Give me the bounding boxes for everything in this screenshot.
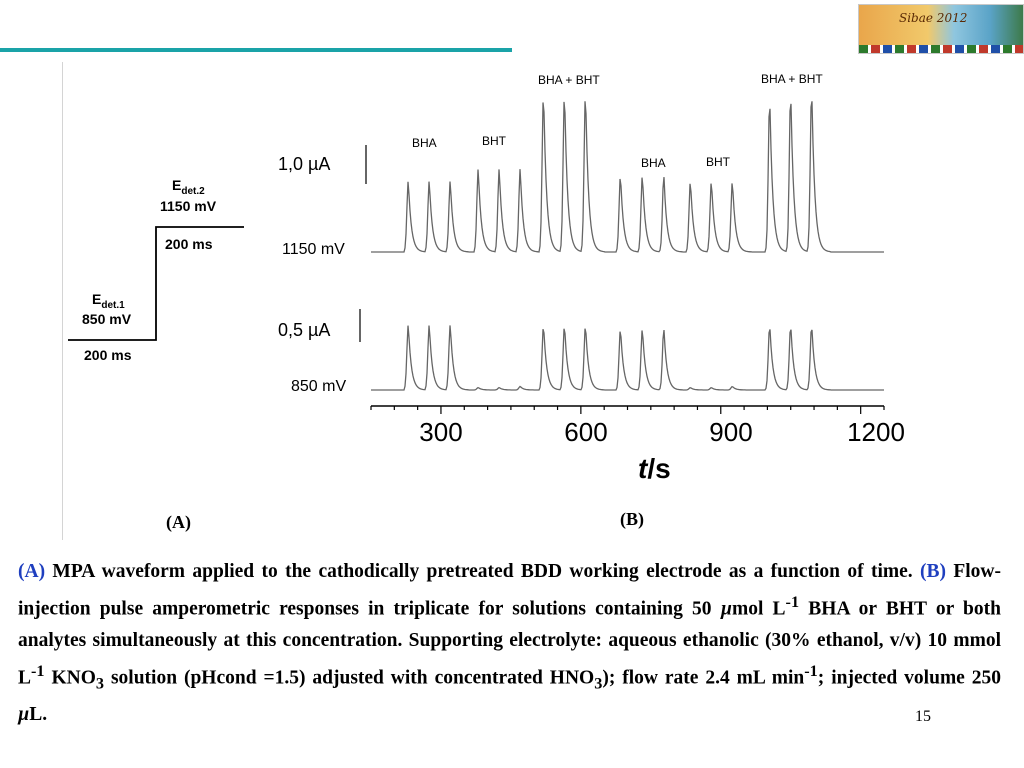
figure-caption: (A) MPA waveform applied to the cathodic…: [18, 556, 1001, 730]
caption-text: µ: [18, 703, 30, 725]
x-ticks: [370, 406, 885, 414]
caption-sub: 3: [594, 673, 603, 692]
xtick-label: 300: [419, 417, 462, 447]
xtick-label: 1200: [847, 417, 905, 447]
caption-sup: -1: [804, 661, 818, 680]
caption-sup: -1: [785, 593, 800, 611]
peak-label: BHA: [641, 156, 666, 170]
trace-upper-line: [371, 101, 884, 253]
caption-a-label: (A): [18, 561, 46, 582]
panel-a: Edet.2 1150 mV 200 ms Edet.1 850 mV 200 …: [68, 177, 244, 533]
waveform-line: [68, 226, 244, 341]
panel-b-label: (B): [620, 509, 644, 530]
peak-label: BHA: [412, 136, 437, 150]
caption-text: MPA waveform applied to the cathodically…: [45, 561, 920, 582]
peak-label: BHT: [706, 155, 731, 169]
t1-label: 200 ms: [84, 347, 132, 363]
caption-sub: 3: [95, 673, 105, 692]
edet1-label: Edet.1: [92, 291, 125, 311]
v1-label: 850 mV: [82, 311, 132, 327]
trace-upper-label: 1150 mV: [282, 241, 345, 258]
caption-text: KNO: [44, 667, 96, 688]
scale-lower-label: 0,5 µA: [278, 320, 330, 340]
caption-text: BHA or BHT or both analytes simultaneous…: [18, 598, 1001, 689]
caption-text: mol L: [731, 598, 786, 620]
peak-label: BHA + BHT: [538, 73, 600, 87]
caption-text: Flow-injection pulse amperometric respon…: [18, 561, 1002, 620]
caption-text: ; injected volume 250: [817, 667, 1002, 688]
panel-a-label: (A): [166, 512, 191, 533]
xtick-label: 900: [709, 417, 752, 447]
scale-upper-label: 1,0 µA: [278, 154, 330, 174]
caption-sup: -1: [31, 661, 45, 680]
caption-text: ); flow rate 2.4 mL min: [602, 667, 805, 688]
panel-b: 1,0 µA 0,5 µA 1150 mV 850 mV BHA BHT BHA…: [278, 72, 905, 530]
xtick-label: 600: [564, 417, 607, 447]
caption-text: µ: [720, 598, 732, 620]
figure-divider: [62, 62, 63, 540]
peak-label: BHA + BHT: [761, 72, 823, 86]
caption-text: solution (pHcond =1.5) adjusted with con…: [104, 667, 595, 688]
trace-lower-label: 850 mV: [291, 378, 346, 395]
edet2-label: Edet.2: [172, 177, 205, 197]
figure: Edet.2 1150 mV 200 ms Edet.1 850 mV 200 …: [68, 72, 905, 533]
logo-text: Sibae 2012: [899, 11, 968, 25]
trace-lower-line: [371, 325, 884, 391]
peak-label: BHT: [482, 134, 507, 148]
flags-strip: [859, 45, 1023, 53]
conference-logo: Sibae 2012: [858, 4, 1024, 54]
caption-text: L.: [29, 703, 48, 725]
t2-label: 200 ms: [165, 236, 213, 252]
x-axis-title: t/s: [638, 453, 671, 484]
header-rule: [0, 48, 512, 52]
v2-label: 1150 mV: [160, 198, 217, 214]
page-number: 15: [915, 708, 931, 725]
caption-b-label: (B): [920, 561, 946, 582]
